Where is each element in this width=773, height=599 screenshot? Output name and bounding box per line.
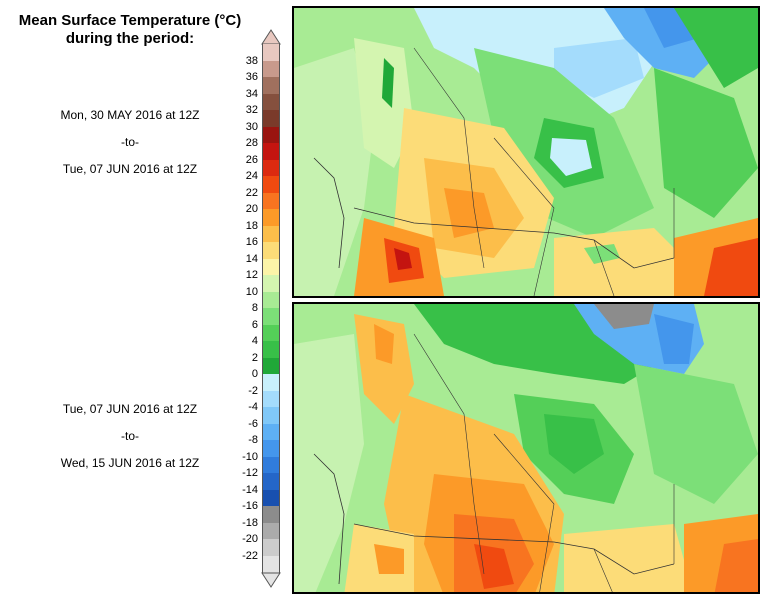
- legend-color-box: [262, 110, 280, 127]
- legend-color-box: [262, 440, 280, 457]
- legend-color-box: [262, 390, 280, 408]
- legend-tick-label: 18: [245, 219, 258, 232]
- legend-color-box: [262, 407, 280, 424]
- legend-color-box: [262, 192, 280, 210]
- legend-tick-label: 22: [245, 186, 258, 199]
- period-1-sep: -to-: [121, 135, 139, 149]
- legend-tick-label: 32: [245, 104, 258, 116]
- map-period-1: [292, 6, 760, 298]
- legend-tick-label: -6: [248, 417, 258, 430]
- legend-tick-label: -20: [242, 533, 258, 545]
- legend-tick-label: 12: [245, 269, 258, 281]
- legend-top-arrow: [261, 29, 281, 45]
- legend-color-box: [262, 522, 280, 540]
- legend-tick-label: -10: [242, 450, 258, 463]
- legend-color-box: [262, 539, 280, 556]
- legend-tick-label: 20: [245, 203, 258, 215]
- legend-tick-label: 0: [251, 368, 258, 380]
- legend-color-box: [262, 77, 280, 94]
- legend-tick-label: 10: [245, 285, 258, 298]
- legend-color-box: [262, 60, 280, 78]
- period-1-start: Mon, 30 MAY 2016 at 12Z: [60, 108, 200, 122]
- legend-tick-label: 34: [245, 87, 258, 100]
- legend-bottom-arrow: [261, 572, 281, 588]
- map-period-2: [292, 302, 760, 594]
- legend-tick-label: 2: [251, 351, 258, 364]
- legend-tick-label: -18: [242, 516, 258, 529]
- legend-color-box: [262, 291, 280, 309]
- legend-color-box: [262, 357, 280, 375]
- legend-tick-label: -14: [242, 483, 258, 496]
- temperature-map-1: [294, 8, 758, 296]
- legend-tick-label: 36: [245, 71, 258, 83]
- legend-tick-label: 4: [251, 335, 258, 347]
- legend-color-box: [262, 423, 280, 441]
- chart-title: Mean Surface Temperature (°C) during the…: [4, 12, 256, 48]
- legend-color-box: [262, 159, 280, 177]
- period-2-start: Tue, 07 JUN 2016 at 12Z: [62, 402, 198, 416]
- period-2-end: Wed, 15 JUN 2016 at 12Z: [60, 456, 200, 470]
- legend-tick-label: -16: [242, 500, 258, 512]
- legend-tick-label: 14: [245, 252, 258, 265]
- period-2-sep: -to-: [121, 429, 139, 443]
- legend-color-box: [262, 456, 280, 474]
- legend-tick-label: -8: [248, 434, 258, 446]
- legend-color-box: [262, 44, 280, 61]
- legend-tick-label: -4: [248, 401, 258, 413]
- title-line-2: during the period:: [65, 30, 195, 47]
- legend-tick-label: -2: [248, 384, 258, 397]
- period-1-end: Tue, 07 JUN 2016 at 12Z: [62, 162, 198, 176]
- legend-tick-label: 8: [251, 302, 258, 314]
- legend-tick-label: 16: [245, 236, 258, 248]
- legend-color-box: [262, 275, 280, 292]
- title-line-1: Mean Surface Temperature (°C): [18, 12, 242, 29]
- legend-color-box: [262, 242, 280, 259]
- legend-color-box: [262, 126, 280, 144]
- legend-tick-label: 30: [245, 120, 258, 133]
- legend-tick-label: 6: [251, 318, 258, 331]
- legend-color-box: [262, 324, 280, 342]
- legend-tick-label: 38: [245, 54, 258, 67]
- legend-color-box: [262, 209, 280, 226]
- legend-color-box: [262, 489, 280, 507]
- legend-color-box: [262, 473, 280, 490]
- legend-color-box: [262, 374, 280, 391]
- legend-color-box: [262, 143, 280, 160]
- legend-color-box: [262, 225, 280, 243]
- temperature-map-2: [294, 304, 758, 592]
- legend-tick-label: 28: [245, 137, 258, 149]
- legend-tick-label: 24: [245, 170, 258, 182]
- legend-color-box: [262, 258, 280, 276]
- legend-tick-label: -22: [242, 549, 258, 562]
- legend-tick-label: 26: [245, 153, 258, 166]
- legend-color-box: [262, 176, 280, 193]
- legend-color-box: [262, 555, 280, 573]
- legend-color-box: [262, 93, 280, 111]
- legend-color-box: [262, 308, 280, 325]
- legend-color-box: [262, 341, 280, 358]
- legend-tick-label: -12: [242, 467, 258, 479]
- legend-color-box: [262, 506, 280, 523]
